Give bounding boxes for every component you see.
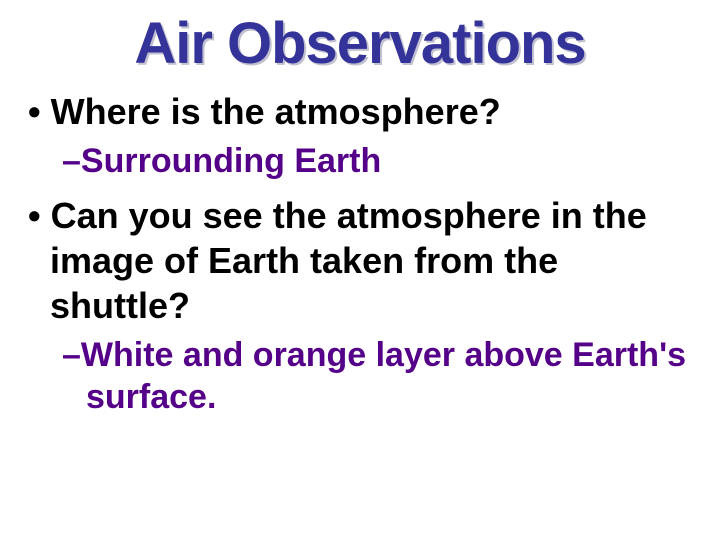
bullet-level-1: Where is the atmosphere?	[28, 89, 700, 134]
bullet-level-2: White and orange layer above Earth's sur…	[62, 334, 700, 419]
bullet-level-1: Can you see the atmosphere in the image …	[28, 193, 700, 328]
bullet-level-2: Surrounding Earth	[62, 140, 700, 183]
slide-title: Air Observations	[20, 10, 700, 77]
